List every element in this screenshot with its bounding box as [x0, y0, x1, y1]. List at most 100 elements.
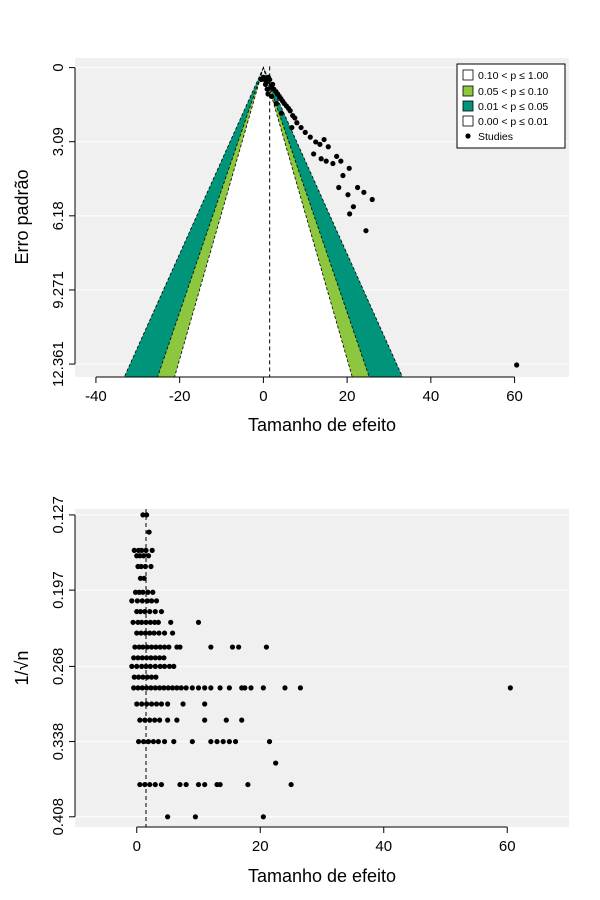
- study-point: [262, 81, 269, 87]
- study-point: [152, 717, 158, 723]
- study-point: [156, 685, 163, 691]
- study-point: [148, 685, 154, 691]
- study-point: [153, 674, 159, 680]
- study-point: [139, 663, 145, 669]
- study-point: [136, 589, 142, 595]
- study-point: [161, 685, 167, 691]
- study-point: [202, 717, 208, 723]
- study-point: [269, 93, 275, 99]
- study-point: [136, 674, 142, 680]
- study-point: [140, 674, 146, 680]
- study-point: [156, 630, 162, 636]
- study-point: [150, 738, 157, 745]
- study-point: [217, 685, 223, 691]
- study-point: [195, 781, 202, 788]
- study-point: [165, 717, 171, 723]
- study-point: [174, 717, 180, 723]
- legend-item: 0.01 < p ≤ 0.05: [462, 100, 548, 113]
- study-point: [297, 685, 303, 691]
- x-tick-label: 40: [423, 388, 440, 405]
- study-point: [266, 738, 273, 745]
- study-point: [149, 547, 155, 553]
- study-point: [183, 781, 189, 788]
- legend-point-marker: [465, 133, 471, 139]
- study-point: [132, 644, 138, 650]
- study-point: [151, 630, 157, 636]
- study-point: [214, 738, 220, 745]
- study-point: [263, 644, 270, 650]
- study-point: [139, 547, 145, 553]
- study-point: [134, 630, 140, 636]
- study-point: [156, 717, 163, 723]
- study-point: [153, 598, 160, 604]
- study-point: [267, 76, 273, 83]
- study-point: [140, 553, 147, 559]
- study-point: [140, 512, 146, 518]
- precision-plot-area: [75, 509, 569, 827]
- study-point: [208, 685, 214, 691]
- study-point: [294, 120, 300, 126]
- funnel-y-axis-label: Erro padrão: [12, 169, 32, 264]
- study-point: [192, 814, 199, 820]
- study-point: [137, 781, 143, 788]
- study-point: [177, 781, 183, 788]
- study-point: [226, 685, 232, 691]
- study-point: [229, 644, 236, 650]
- study-point: [144, 701, 150, 707]
- study-point: [195, 685, 202, 691]
- study-point: [345, 192, 351, 198]
- legend-swatch-green: [462, 85, 474, 97]
- study-point: [208, 644, 214, 650]
- study-point: [232, 738, 239, 745]
- study-point: [153, 701, 160, 707]
- study-point: [140, 644, 146, 650]
- study-point: [146, 529, 152, 535]
- study-point: [140, 738, 147, 745]
- y-tick-label: 12.361: [50, 341, 67, 387]
- legend-swatch-white-2: [462, 115, 474, 127]
- study-point: [148, 655, 154, 661]
- study-point: [144, 655, 150, 661]
- study-point: [143, 619, 149, 625]
- study-point: [174, 685, 180, 691]
- study-point: [158, 781, 165, 788]
- study-point: [134, 608, 140, 615]
- study-point: [145, 738, 152, 745]
- study-point: [140, 589, 146, 595]
- study-point: [147, 608, 153, 615]
- study-point: [135, 685, 141, 691]
- study-point: [236, 644, 242, 650]
- study-point: [153, 644, 159, 650]
- study-point: [289, 124, 295, 131]
- study-point: [145, 589, 151, 595]
- y-tick-label: 3.09: [50, 127, 67, 156]
- study-point: [177, 644, 183, 650]
- study-point: [298, 124, 304, 131]
- study-point: [369, 196, 375, 203]
- legend-label: 0.10 < p ≤ 1.00: [478, 70, 548, 82]
- study-point: [144, 644, 150, 650]
- x-tick-label: 40: [375, 838, 392, 855]
- x-tick-label: 0: [259, 388, 267, 405]
- study-point: [144, 674, 150, 680]
- study-point: [165, 701, 171, 707]
- study-point: [136, 738, 142, 745]
- study-point: [138, 630, 144, 636]
- study-point: [514, 362, 520, 368]
- study-point: [189, 685, 195, 691]
- study-point: [145, 553, 152, 559]
- study-point: [325, 144, 331, 150]
- study-point: [273, 760, 279, 766]
- study-point: [155, 738, 161, 745]
- study-point: [265, 91, 271, 97]
- legend-swatch-white: [462, 69, 474, 81]
- study-point: [131, 655, 137, 661]
- study-point: [142, 717, 148, 723]
- study-point: [139, 598, 145, 604]
- study-point: [137, 575, 144, 581]
- study-point: [202, 701, 208, 707]
- study-point: [334, 153, 340, 159]
- study-point: [248, 685, 254, 691]
- study-point: [340, 172, 346, 179]
- legend-item: 0.05 < p ≤ 0.10: [462, 85, 548, 98]
